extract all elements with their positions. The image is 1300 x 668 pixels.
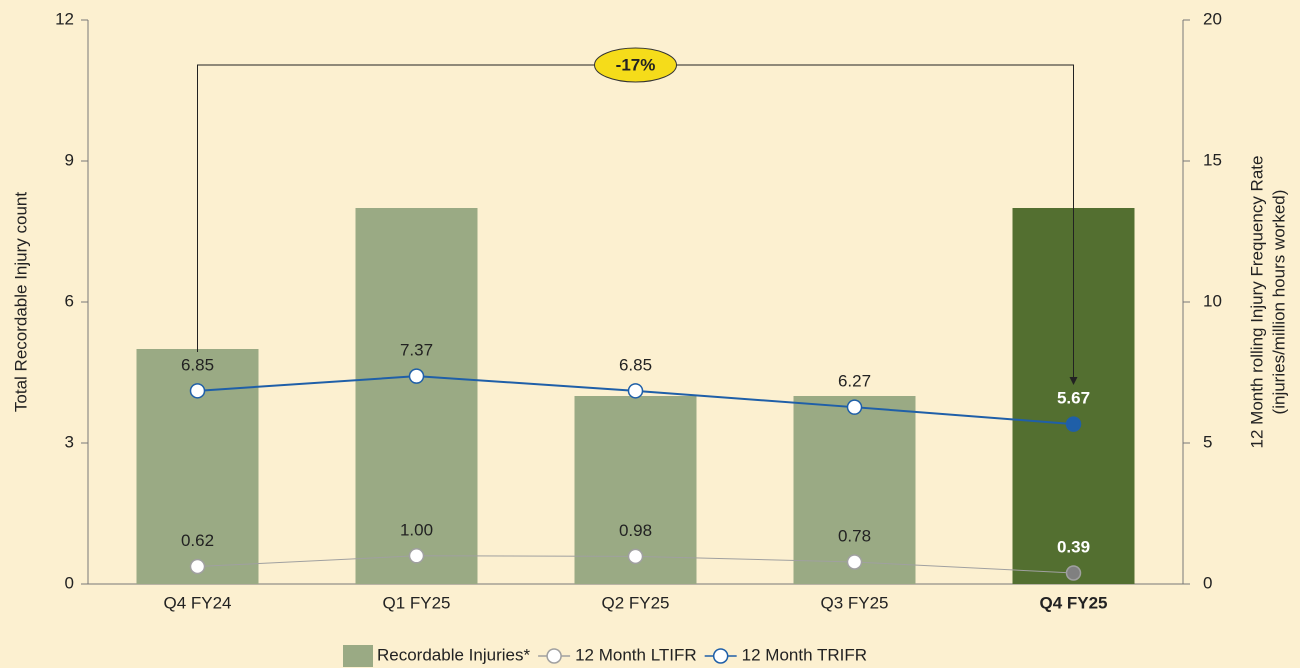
- annotation-bracket: [197, 64, 1074, 378]
- legend-label: 12 Month TRIFR: [742, 645, 867, 664]
- point: [408, 548, 425, 564]
- y2-tick-label: 20: [1203, 9, 1222, 28]
- legend-swatch: [343, 645, 373, 667]
- point: [1065, 565, 1082, 581]
- y2-axis-label: 12 Month rolling Injury Frequency Rate: [1247, 156, 1266, 449]
- y2-tick-label: 5: [1203, 432, 1212, 451]
- point: [189, 383, 206, 399]
- data-label: 0.78: [838, 526, 871, 545]
- data-label: 5.67: [1057, 389, 1090, 408]
- y-tick-label: 9: [65, 150, 74, 169]
- data-label: 1.00: [400, 520, 433, 539]
- legend-marker: [712, 648, 729, 664]
- y2-axis-label: (injuries/million hours worked): [1269, 190, 1288, 415]
- data-label: 6.85: [619, 355, 652, 374]
- annotation: -17%: [616, 55, 656, 74]
- data-label: 6.85: [181, 355, 214, 374]
- y-tick-label: 0: [65, 573, 74, 592]
- point: [627, 383, 644, 399]
- x-tick-label: Q4 FY24: [163, 593, 231, 612]
- y-tick-label: 3: [65, 432, 74, 451]
- data-label: 0.62: [181, 531, 214, 550]
- point: [408, 368, 425, 384]
- y2-tick-label: 15: [1203, 150, 1222, 169]
- point: [846, 554, 863, 570]
- data-label: 0.39: [1057, 537, 1090, 556]
- y-tick-label: 6: [65, 291, 74, 310]
- legend-label: Recordable Injuries*: [377, 645, 530, 664]
- x-tick-label: Q3 FY25: [820, 593, 888, 612]
- y-tick-label: 12: [55, 9, 74, 28]
- y2-tick-label: 0: [1203, 573, 1212, 592]
- y2-tick-label: 10: [1203, 291, 1222, 310]
- x-tick-label: Q2 FY25: [601, 593, 669, 612]
- data-label: 6.27: [838, 372, 871, 391]
- legend-marker: [546, 648, 562, 664]
- point: [627, 548, 644, 565]
- legend-label: 12 Month LTIFR: [575, 645, 697, 664]
- data-label: 0.98: [619, 521, 652, 540]
- bar: [793, 396, 916, 584]
- data-label: 7.37: [400, 341, 433, 360]
- bar: [355, 208, 478, 584]
- point: [846, 399, 863, 415]
- y-axis-label: Total Recordable Injury count: [11, 192, 30, 412]
- point: [1065, 416, 1082, 432]
- annotation-arrow: [1069, 377, 1078, 385]
- x-tick-label: Q1 FY25: [382, 593, 450, 612]
- point: [189, 558, 206, 575]
- x-tick-label: Q4 FY25: [1039, 593, 1107, 612]
- annotation-badge: [594, 47, 677, 83]
